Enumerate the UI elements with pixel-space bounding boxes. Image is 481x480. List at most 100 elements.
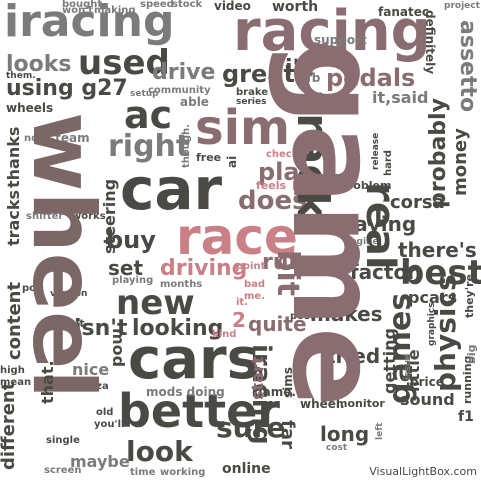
word-maybe: maybe	[70, 452, 130, 471]
word-working: working	[160, 467, 206, 478]
word-screen: screen	[44, 465, 82, 476]
word-theres: there's	[398, 238, 477, 262]
word-far: far	[277, 420, 298, 449]
word-probably: probably	[426, 98, 451, 208]
word-great: great	[222, 60, 295, 88]
word-worth: worth	[272, 0, 319, 15]
word-definitely: definitely	[423, 10, 437, 75]
word-driving: driving	[160, 256, 248, 281]
word-havent: haven't	[292, 179, 343, 193]
word-quite: quite	[248, 312, 307, 336]
word-check: check	[266, 149, 299, 160]
word-steering: steering	[100, 178, 119, 254]
word-cars: cars	[128, 327, 260, 392]
word-play: play	[258, 158, 315, 186]
word-project: project	[444, 1, 480, 11]
word-cost: cost	[326, 443, 348, 453]
word-video: video	[214, 0, 251, 13]
word-steam: steam	[48, 131, 90, 145]
word-price: price	[410, 375, 444, 389]
word-new: new	[116, 283, 195, 323]
word-version: version	[50, 289, 88, 299]
word-look: look	[126, 435, 193, 468]
word-f1: f1	[458, 409, 474, 425]
word-best: best	[400, 253, 481, 293]
word-free: free	[196, 151, 222, 164]
word-tried: tried	[326, 344, 381, 368]
word-youll: you'll	[94, 419, 125, 430]
word-shifter: shifter	[26, 211, 64, 222]
word-tracks: tracks	[4, 190, 23, 246]
word-able: able	[180, 95, 209, 109]
word-series: series	[236, 97, 267, 107]
word-left: left	[375, 422, 385, 440]
word-isnt: isn't	[74, 316, 128, 341]
word-online: online	[222, 461, 271, 477]
word-speed: speed	[140, 0, 174, 10]
word-thanks: thanks	[4, 126, 23, 188]
word-ill: i'll	[285, 56, 315, 81]
word-getting: getting	[380, 328, 399, 394]
word-nice: nice	[72, 360, 110, 379]
word-content: content	[4, 281, 25, 360]
word-right: right	[108, 129, 191, 164]
word-pcars: pcars	[408, 288, 458, 307]
word-better: better	[118, 384, 280, 438]
word-setup: setup	[130, 89, 159, 99]
word-does: does	[238, 186, 308, 216]
word-having: having	[340, 212, 417, 236]
word-months: months	[160, 279, 203, 290]
word-feels: feels	[256, 179, 287, 192]
word-time: time	[130, 467, 156, 478]
word-wheel-dot: wheel.	[300, 397, 345, 411]
word-single: single	[46, 435, 80, 446]
word-using-g27: using g27	[6, 76, 128, 101]
word-mod: mod	[109, 328, 128, 368]
word-fun: fun	[306, 97, 329, 111]
word-support: support	[314, 33, 367, 47]
word-forza: forza	[80, 381, 109, 392]
word-them: them.	[6, 71, 36, 81]
word-assetto: assetto	[455, 20, 480, 113]
word-playing: playing	[112, 275, 154, 286]
word-big: big	[465, 344, 478, 364]
word-point: point	[236, 261, 266, 272]
word-works: works	[72, 211, 106, 222]
word-its-said: it,said	[372, 88, 429, 107]
word-brake: brake	[236, 87, 269, 98]
word-sure: sure	[216, 411, 286, 444]
word-game-dot: game.	[254, 385, 296, 399]
word-high: high	[0, 365, 25, 376]
word-sims: sims	[281, 367, 295, 398]
word-sim: sim	[195, 100, 291, 156]
word-different: different	[0, 381, 19, 470]
word-long: long	[320, 422, 370, 446]
word-racing: racing	[233, 0, 431, 64]
word-looking: looking	[132, 316, 224, 341]
word-looks: looks	[6, 52, 72, 77]
word-theyre: they're	[463, 274, 476, 318]
word-wait: wait	[58, 317, 85, 330]
word-pedals: pedals	[326, 64, 416, 92]
word-set: set	[108, 256, 144, 280]
word-though: though.	[181, 124, 192, 168]
word-wheels: wheels	[6, 101, 54, 115]
watermark: VisualLightBox.com	[369, 465, 477, 478]
word-makes: makes	[310, 302, 383, 326]
word-run: run	[262, 250, 305, 275]
word-rfactor: rfactor	[340, 260, 418, 284]
word-engine: engine	[344, 237, 379, 247]
word-release: release	[371, 132, 381, 170]
word-community: community	[148, 85, 211, 96]
word-bought: bought	[62, 0, 103, 10]
word-buy: buy	[106, 226, 156, 254]
word-now: now.	[24, 133, 51, 144]
word-ai: ai	[225, 155, 239, 168]
word-wont: won't	[62, 5, 94, 16]
word-me: me.	[244, 291, 266, 302]
word-car: car	[120, 155, 223, 223]
word-post: post	[290, 311, 315, 322]
word-fanatec: fanatec	[378, 5, 429, 19]
word-that: that.	[38, 360, 57, 404]
word-used: used	[78, 43, 170, 83]
